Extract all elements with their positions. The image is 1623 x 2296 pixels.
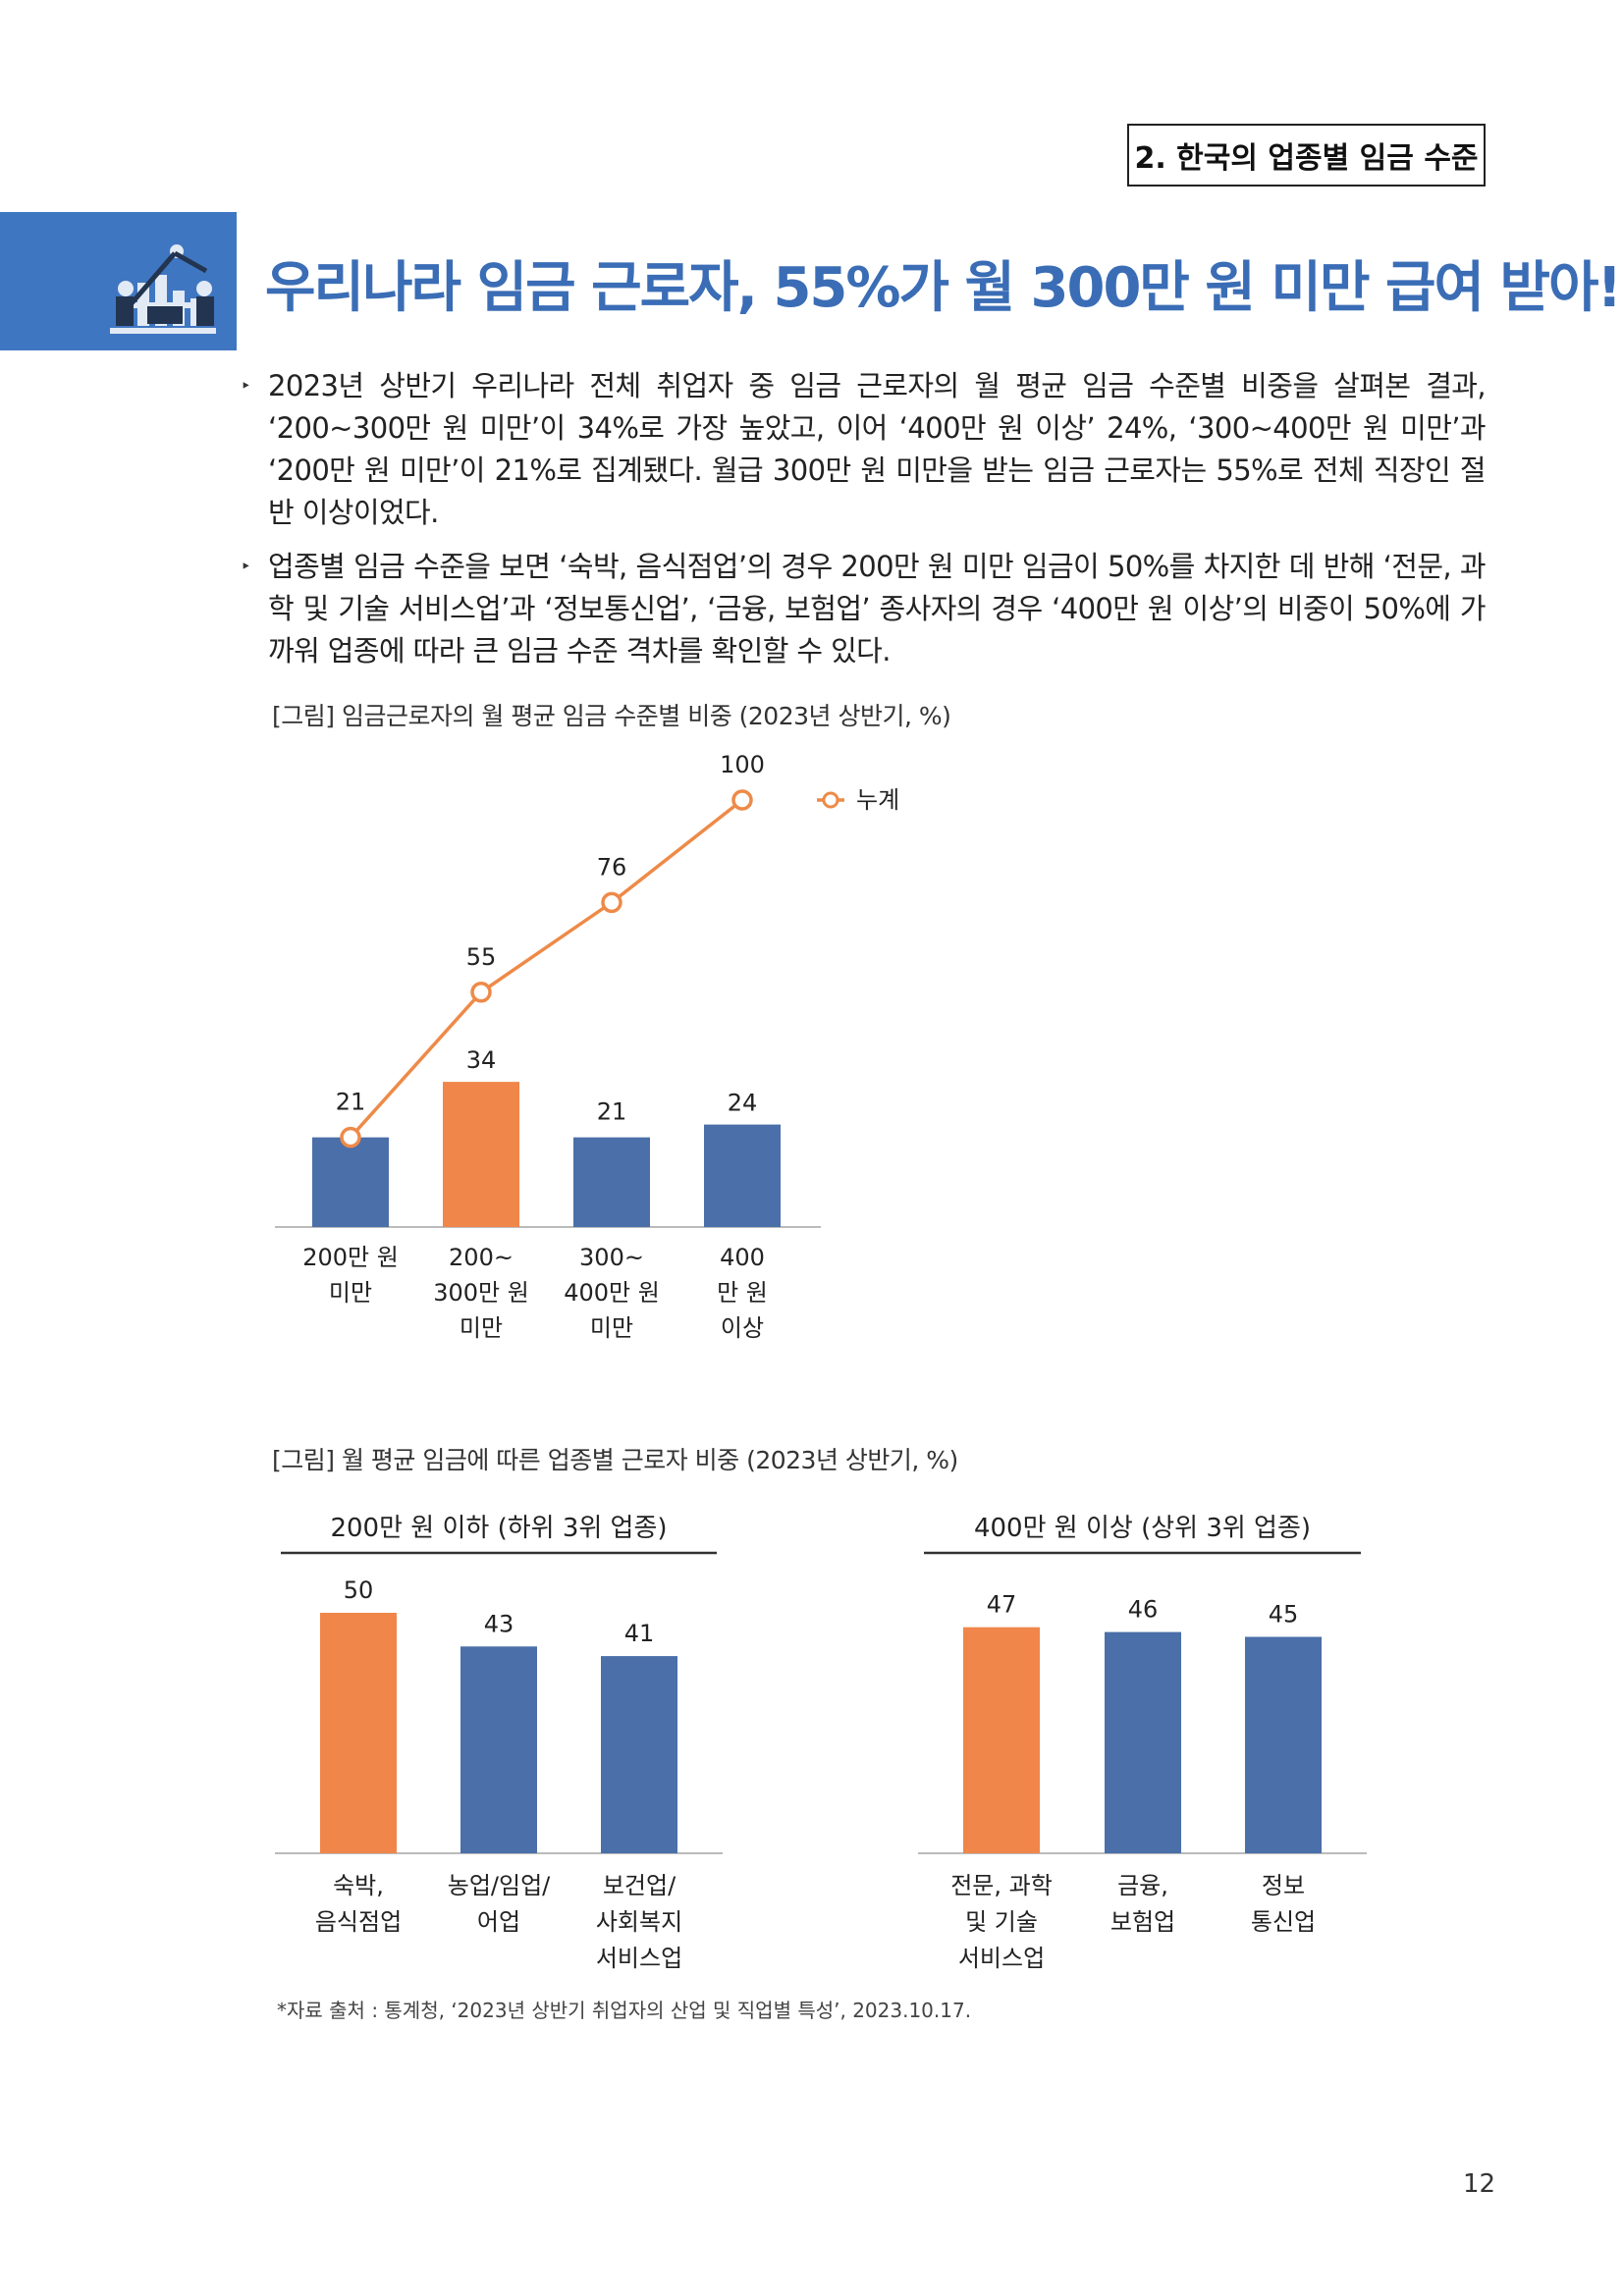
x-tick-label: 미만 (590, 1314, 633, 1342)
bullet-marker-icon: ‣ (241, 376, 251, 397)
x-tick-label: 200만 원 (302, 1244, 399, 1271)
x-tick-label: 200~ (449, 1244, 514, 1271)
line-value-label: 55 (466, 943, 497, 971)
bar-value-label: 43 (484, 1610, 514, 1637)
x-tick-label: 어업 (477, 1908, 520, 1936)
line-point (340, 1126, 361, 1148)
bar-value-label: 21 (597, 1098, 627, 1126)
chart-title: 400만 원 이상 (상위 3위 업종) (974, 1514, 1311, 1543)
line-point (731, 789, 753, 811)
bullet-list: ‣ 2023년 상반기 우리나라 전체 취업자 중 임금 근로자의 월 평균 임… (239, 365, 1487, 684)
bar-value-label: 34 (466, 1046, 497, 1074)
bar (573, 1137, 650, 1227)
bar-value-label: 41 (624, 1620, 655, 1647)
chart-person-icon (110, 244, 216, 334)
banner-block (0, 212, 237, 350)
bar-value-label: 46 (1128, 1596, 1159, 1624)
bullet-text: 업종별 임금 수준을 보면 ‘숙박, 음식점업’의 경우 200만 원 미만 임… (268, 550, 1487, 667)
bar (601, 1656, 677, 1853)
legend-marker-icon (822, 791, 839, 809)
source-note: *자료 출처 : 통계청, ‘2023년 상반기 취업자의 산업 및 직업별 특… (277, 1999, 972, 2022)
bar (320, 1613, 397, 1853)
x-tick-label: 및 기술 (965, 1908, 1038, 1936)
x-tick-label: 이상 (721, 1314, 764, 1342)
x-tick-label: 통신업 (1251, 1908, 1316, 1936)
bar (443, 1082, 519, 1227)
x-tick-label: 만 원 (717, 1279, 768, 1307)
section-label: 2. 한국의 업종별 임금 수준 (1127, 124, 1486, 187)
x-tick-label: 서비스업 (596, 1945, 682, 1972)
line-series-cumulative (349, 798, 744, 1139)
bullet-marker-icon: ‣ (241, 557, 251, 577)
line-point (470, 982, 492, 1003)
x-tick-label: 400 (720, 1244, 765, 1271)
bar-value-label: 45 (1269, 1601, 1299, 1629)
bar (460, 1646, 537, 1853)
x-tick-label: 금융, (1117, 1872, 1168, 1899)
x-tick-label: 음식점업 (315, 1908, 402, 1936)
x-tick-label: 300만 원 (433, 1279, 529, 1307)
x-tick-label: 400만 원 (564, 1279, 660, 1307)
x-tick-label: 보건업/ (603, 1872, 676, 1899)
bar (1245, 1636, 1322, 1853)
figure2-caption: [그림] 월 평균 임금에 따른 업종별 근로자 비중 (2023년 상반기, … (272, 1446, 958, 1474)
line-value-label: 100 (720, 751, 765, 778)
x-tick-label: 숙박, (333, 1872, 384, 1899)
bar (312, 1137, 389, 1227)
figure1-caption: [그림] 임금근로자의 월 평균 임금 수준별 비중 (2023년 상반기, %… (272, 702, 951, 730)
bar (963, 1627, 1040, 1853)
bar (1105, 1631, 1181, 1853)
bar-value-label: 47 (987, 1591, 1017, 1619)
bullet-text: 2023년 상반기 우리나라 전체 취업자 중 임금 근로자의 월 평균 임금 … (268, 369, 1487, 529)
x-tick-label: 300~ (579, 1244, 644, 1271)
x-tick-label: 보험업 (1110, 1908, 1175, 1936)
legend-label: 누계 (856, 786, 899, 814)
bar-value-label: 24 (728, 1090, 758, 1117)
line-point (601, 891, 622, 914)
bar (704, 1124, 781, 1227)
chart-title: 200만 원 이하 (하위 3위 업종) (330, 1514, 667, 1543)
x-tick-label: 미만 (329, 1279, 372, 1307)
x-tick-label: 미만 (460, 1314, 503, 1342)
bar-value-label: 50 (344, 1576, 374, 1604)
page-headline: 우리나라 임금 근로자, 55%가 월 300만 원 미만 급여 받아! (265, 256, 1622, 320)
bullet-item: ‣ 2023년 상반기 우리나라 전체 취업자 중 임금 근로자의 월 평균 임… (239, 365, 1487, 534)
x-tick-label: 정보 (1262, 1872, 1305, 1899)
x-tick-label: 사회복지 (596, 1908, 682, 1936)
bullet-item: ‣ 업종별 임금 수준을 보면 ‘숙박, 음식점업’의 경우 200만 원 미만… (239, 546, 1487, 672)
x-tick-label: 서비스업 (958, 1945, 1045, 1972)
bar-value-label: 21 (336, 1089, 366, 1116)
page-number: 12 (1463, 2169, 1496, 2199)
line-value-label: 76 (597, 853, 627, 881)
x-tick-label: 농업/임업/ (448, 1872, 551, 1899)
x-tick-label: 전문, 과학 (950, 1872, 1053, 1899)
